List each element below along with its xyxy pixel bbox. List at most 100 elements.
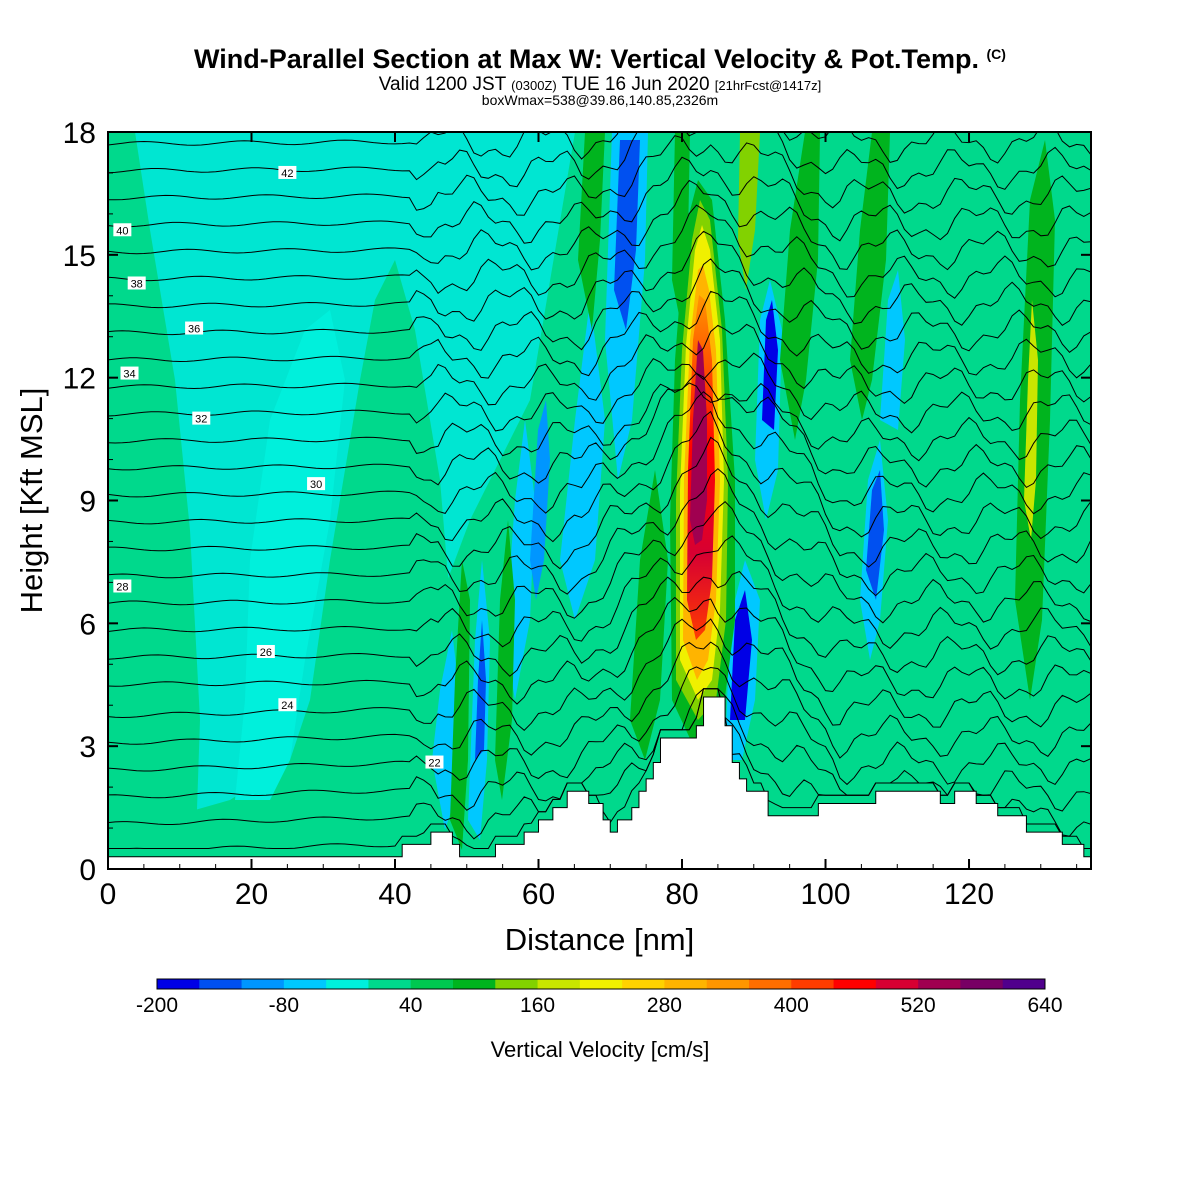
theta-label-box [120,366,139,380]
y-tick-label: 6 [79,608,96,641]
theta-label-text: 34 [123,369,135,381]
colorbar-frame [156,978,1046,990]
theta-contour-line [108,156,1091,244]
colorbar-swatch [537,979,581,989]
theta-contour-line [108,436,1091,570]
title-main: Wind-Parallel Section at Max W: Vertical… [194,44,979,74]
chart-title: Wind-Parallel Section at Max W: Vertical… [0,44,1200,75]
theta-label-box [278,698,297,712]
chart-subtitle: Valid 1200 JST (0300Z) TUE 16 Jun 2020 [… [0,74,1200,96]
x-tick-label: 20 [235,878,268,911]
colorbar-swatch [495,979,539,989]
theta-contour-label: 40 [113,223,132,237]
w-region-up-e [780,132,820,440]
colorbar-tick-label: 640 [1027,994,1062,1017]
y-tick-label: 18 [63,117,96,150]
theta-label-text: 26 [260,647,272,659]
theta-contour-line [108,290,1091,379]
x-tick-label: 100 [800,878,850,911]
valid-utc: (0300Z) [511,78,557,93]
theta-contour-line [108,410,1091,543]
theta-label-box [192,411,211,425]
valid-prefix: Valid 1200 JST [378,74,506,95]
theta-label-text: 24 [281,700,293,712]
theta-label-box [113,579,132,593]
theta-label-text: 32 [195,414,207,426]
colorbar-tick-label: 160 [520,994,555,1017]
theta-contour-label: 24 [278,698,297,712]
valid-fcst: [21hrFcst@1417z] [714,78,822,93]
box-info: boxWmax=538@39.86,140.85,2326m [481,92,719,108]
theta-contour-line [108,323,1091,406]
w-region-up-c [630,470,668,760]
theta-label-text: 30 [310,479,322,491]
theta-contour-line [108,382,1091,462]
y-axis-label: Height [Kft MSL] [14,388,49,614]
terrain-mask [108,696,1091,869]
theta-label-text: 38 [131,278,143,290]
theta-contour-line [108,688,1091,812]
updraft-core-max [690,340,707,545]
theta-contour-label: 32 [192,411,211,426]
colorbar-swatch [453,979,496,989]
theta-contour-line [108,132,1091,190]
theta-contour-line [108,666,1091,786]
theta-contour-line [108,352,1091,434]
w-region-down-4 [530,400,550,600]
theta-contour-line [108,179,1091,271]
w-region-left-band [155,260,450,869]
w-region-up-i [738,132,760,290]
x-tick-label: 80 [665,878,698,911]
colorbar-swatch [706,979,750,989]
colorbar: -200 -80 40 160 280 400 520 640 Vertical Velocit… [136,978,1063,1062]
theta-contour-line [108,391,1091,515]
colorbar-swatch [918,979,961,989]
colorbar-swatch [960,979,1004,989]
colorbar-swatch [326,979,369,989]
theta-label-box [307,477,326,491]
plot-area: 22 24 26 28 30 32 34 36 38 40 42 [108,132,1091,869]
x-axis-label: Distance [nm] [505,922,695,957]
colorbar-title: Vertical Velocity [cm/s] [491,1037,710,1062]
x-tick-label: 0 [100,878,117,911]
w-region-up-g2 [1024,300,1038,540]
colorbar-swatch [664,979,708,989]
theta-contour-label: 42 [278,165,297,180]
theta-contour-label: 22 [425,755,444,770]
w-region-down-2b [475,620,486,760]
w-region-down-9b [866,470,884,600]
colorbar-swatch [749,979,792,989]
w-region-down-8b [762,300,778,430]
theta-contour-labels: 22 24 26 28 30 32 34 36 38 40 42 [113,165,444,770]
theta-label-text: 28 [116,581,128,593]
theta-label-text: 40 [116,225,128,237]
title-tag: (C) [986,46,1006,62]
colorbar-tick-label: -80 [269,994,299,1017]
theta-contour-line [108,501,1091,624]
theta-contour-line [108,230,1091,326]
theta-contour-label: 36 [185,321,204,336]
colorbar-swatch [875,979,919,989]
theta-contour-line [108,135,1091,216]
theta-contour-label: 26 [256,644,275,659]
valid-date: TUE 16 Jun 2020 [561,74,710,95]
theta-contour-line [108,372,1091,489]
colorbar-swatch [1002,979,1046,989]
w-region-down-7b [730,590,752,720]
theta-label-text: 42 [281,168,293,180]
w-region-low-left [108,132,200,869]
colorbar-swatch [410,979,454,989]
theta-contours [108,132,1091,849]
theta-contour-line [108,535,1091,650]
theta-contour-line [108,618,1091,731]
y-tick-label: 3 [79,731,96,764]
colorbar-tick-label: 40 [399,994,422,1017]
y-tick-label: 9 [79,486,96,519]
theta-contour-label: 34 [120,366,139,381]
theta-label-box [278,165,297,179]
colorbar-swatch [241,979,285,989]
colorbar-tick-label: 520 [901,994,936,1017]
y-tick-label: 12 [63,363,96,396]
